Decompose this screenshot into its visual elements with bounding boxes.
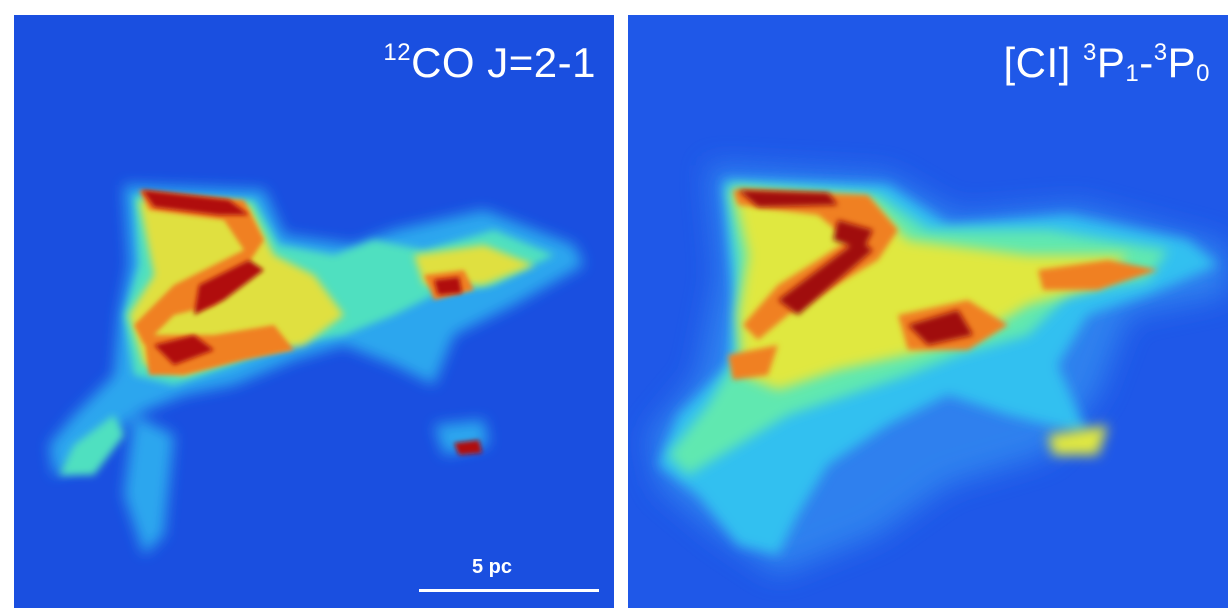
- co-map-panel: 12CO J=2-1 5 pc: [14, 15, 614, 608]
- ci-emission-map: [648, 165, 1228, 575]
- scale-bar: [419, 589, 599, 592]
- panel-title-co: 12CO J=2-1: [383, 39, 596, 86]
- scale-bar-label: 5 pc: [472, 556, 513, 578]
- ci-map-panel: [CI] 3P1-3P0: [628, 15, 1228, 608]
- panel-title-ci: [CI] 3P1-3P0: [1003, 39, 1210, 87]
- co-emission-map: [49, 185, 584, 555]
